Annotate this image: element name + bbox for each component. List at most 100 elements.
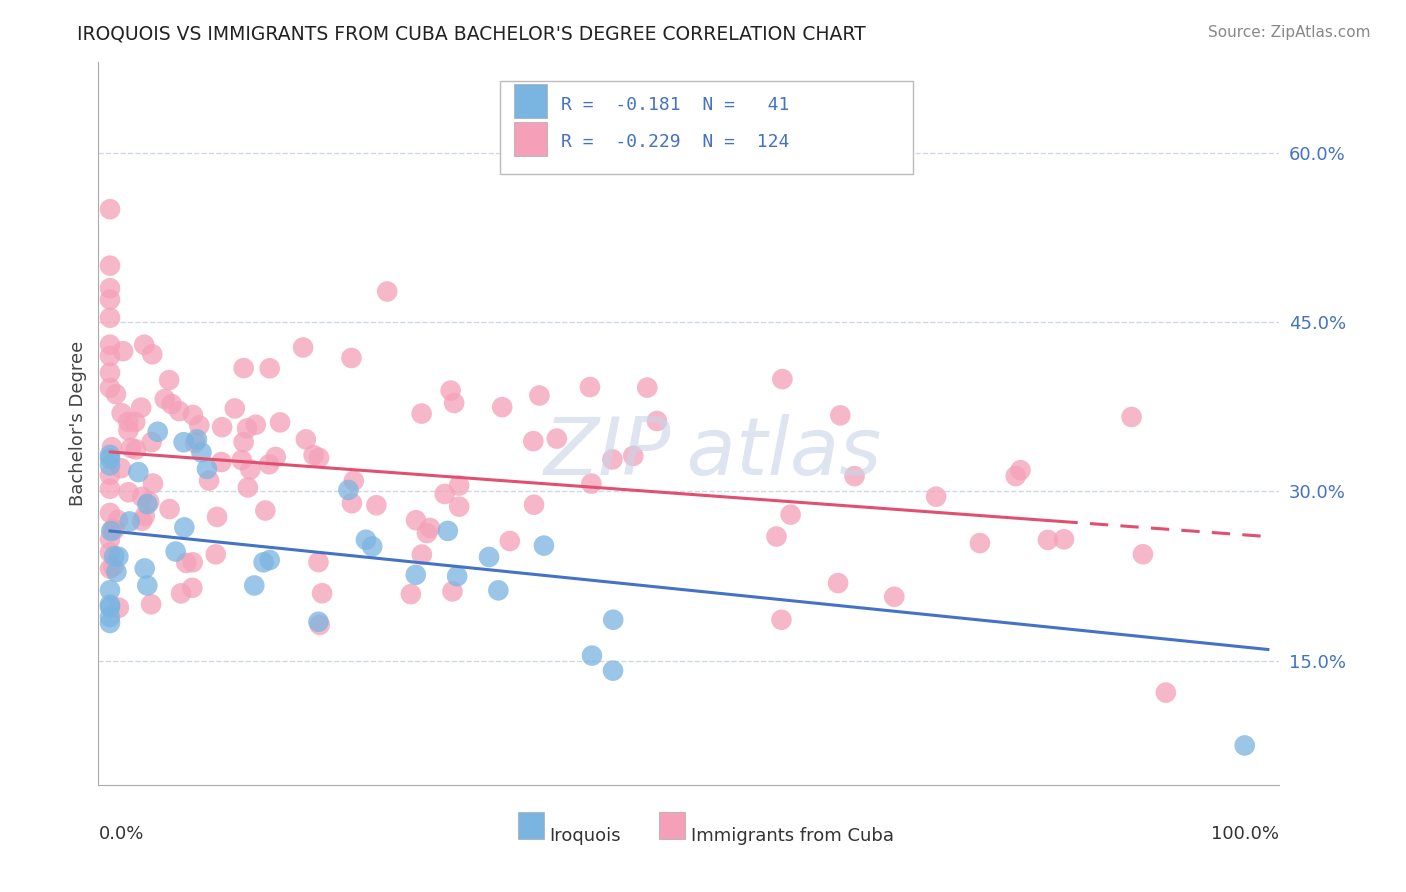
- Point: [399, 587, 422, 601]
- Point: [486, 583, 509, 598]
- Point: [307, 615, 329, 629]
- Point: [117, 423, 139, 437]
- Text: Source: ZipAtlas.com: Source: ZipAtlas.com: [1208, 25, 1371, 40]
- Point: [969, 536, 991, 550]
- Point: [259, 553, 281, 567]
- Point: [120, 441, 142, 455]
- Point: [581, 648, 603, 663]
- Point: [117, 415, 139, 429]
- Point: [98, 202, 121, 217]
- Point: [1036, 533, 1059, 547]
- Point: [108, 600, 131, 615]
- Point: [98, 533, 121, 547]
- Point: [98, 615, 121, 630]
- Point: [411, 407, 433, 421]
- Point: [205, 509, 228, 524]
- Point: [602, 664, 624, 678]
- Point: [139, 597, 162, 611]
- Point: [98, 610, 121, 624]
- Point: [581, 476, 603, 491]
- Point: [292, 341, 315, 355]
- Point: [449, 478, 471, 492]
- Point: [337, 483, 360, 497]
- Point: [173, 520, 195, 534]
- Point: [98, 506, 121, 520]
- Point: [354, 533, 377, 547]
- Point: [522, 434, 544, 449]
- Text: ZIP atlas: ZIP atlas: [544, 414, 882, 491]
- Point: [98, 259, 121, 273]
- Point: [136, 497, 159, 511]
- Point: [129, 401, 152, 415]
- Point: [883, 590, 905, 604]
- Point: [827, 576, 849, 591]
- Point: [98, 458, 121, 473]
- Point: [103, 549, 125, 564]
- Point: [131, 490, 153, 504]
- Point: [159, 502, 181, 516]
- Point: [259, 361, 281, 376]
- Point: [181, 555, 204, 569]
- Point: [621, 449, 644, 463]
- Point: [125, 442, 148, 457]
- Point: [98, 349, 121, 363]
- Point: [136, 578, 159, 592]
- Point: [491, 400, 513, 414]
- Point: [104, 387, 127, 401]
- Point: [361, 540, 384, 554]
- Point: [112, 344, 135, 359]
- Point: [190, 445, 212, 459]
- Point: [308, 555, 330, 569]
- Point: [602, 613, 624, 627]
- Text: 0.0%: 0.0%: [98, 825, 143, 843]
- Point: [765, 529, 787, 543]
- Point: [141, 347, 163, 361]
- Point: [269, 416, 291, 430]
- Point: [1004, 469, 1026, 483]
- Point: [366, 498, 388, 512]
- Bar: [501, 80, 914, 175]
- Point: [529, 388, 551, 402]
- Point: [440, 384, 463, 398]
- Point: [770, 372, 793, 386]
- Point: [224, 401, 246, 416]
- Point: [101, 440, 124, 454]
- Point: [311, 586, 333, 600]
- Point: [195, 462, 218, 476]
- Point: [1233, 739, 1256, 753]
- Point: [98, 293, 121, 307]
- Point: [340, 496, 363, 510]
- Point: [170, 586, 193, 600]
- Point: [533, 539, 555, 553]
- Point: [101, 522, 124, 536]
- Point: [103, 559, 125, 574]
- Point: [134, 337, 156, 351]
- Point: [98, 600, 121, 615]
- Point: [142, 476, 165, 491]
- Point: [204, 547, 226, 561]
- Point: [174, 556, 197, 570]
- Point: [411, 548, 433, 562]
- Point: [830, 409, 852, 423]
- Point: [523, 498, 546, 512]
- Point: [1010, 463, 1032, 477]
- Point: [181, 408, 204, 422]
- Point: [165, 544, 187, 558]
- Point: [478, 549, 501, 564]
- Point: [188, 418, 211, 433]
- Point: [636, 381, 658, 395]
- Point: [98, 598, 121, 612]
- Point: [186, 433, 208, 447]
- Point: [118, 515, 141, 529]
- Point: [254, 503, 277, 517]
- Point: [770, 613, 793, 627]
- Point: [98, 545, 121, 559]
- Point: [111, 406, 134, 420]
- Bar: [517, 812, 544, 839]
- Point: [236, 421, 259, 435]
- Point: [257, 458, 280, 472]
- Point: [98, 451, 121, 466]
- Point: [146, 425, 169, 439]
- Point: [1053, 533, 1076, 547]
- Point: [98, 337, 121, 351]
